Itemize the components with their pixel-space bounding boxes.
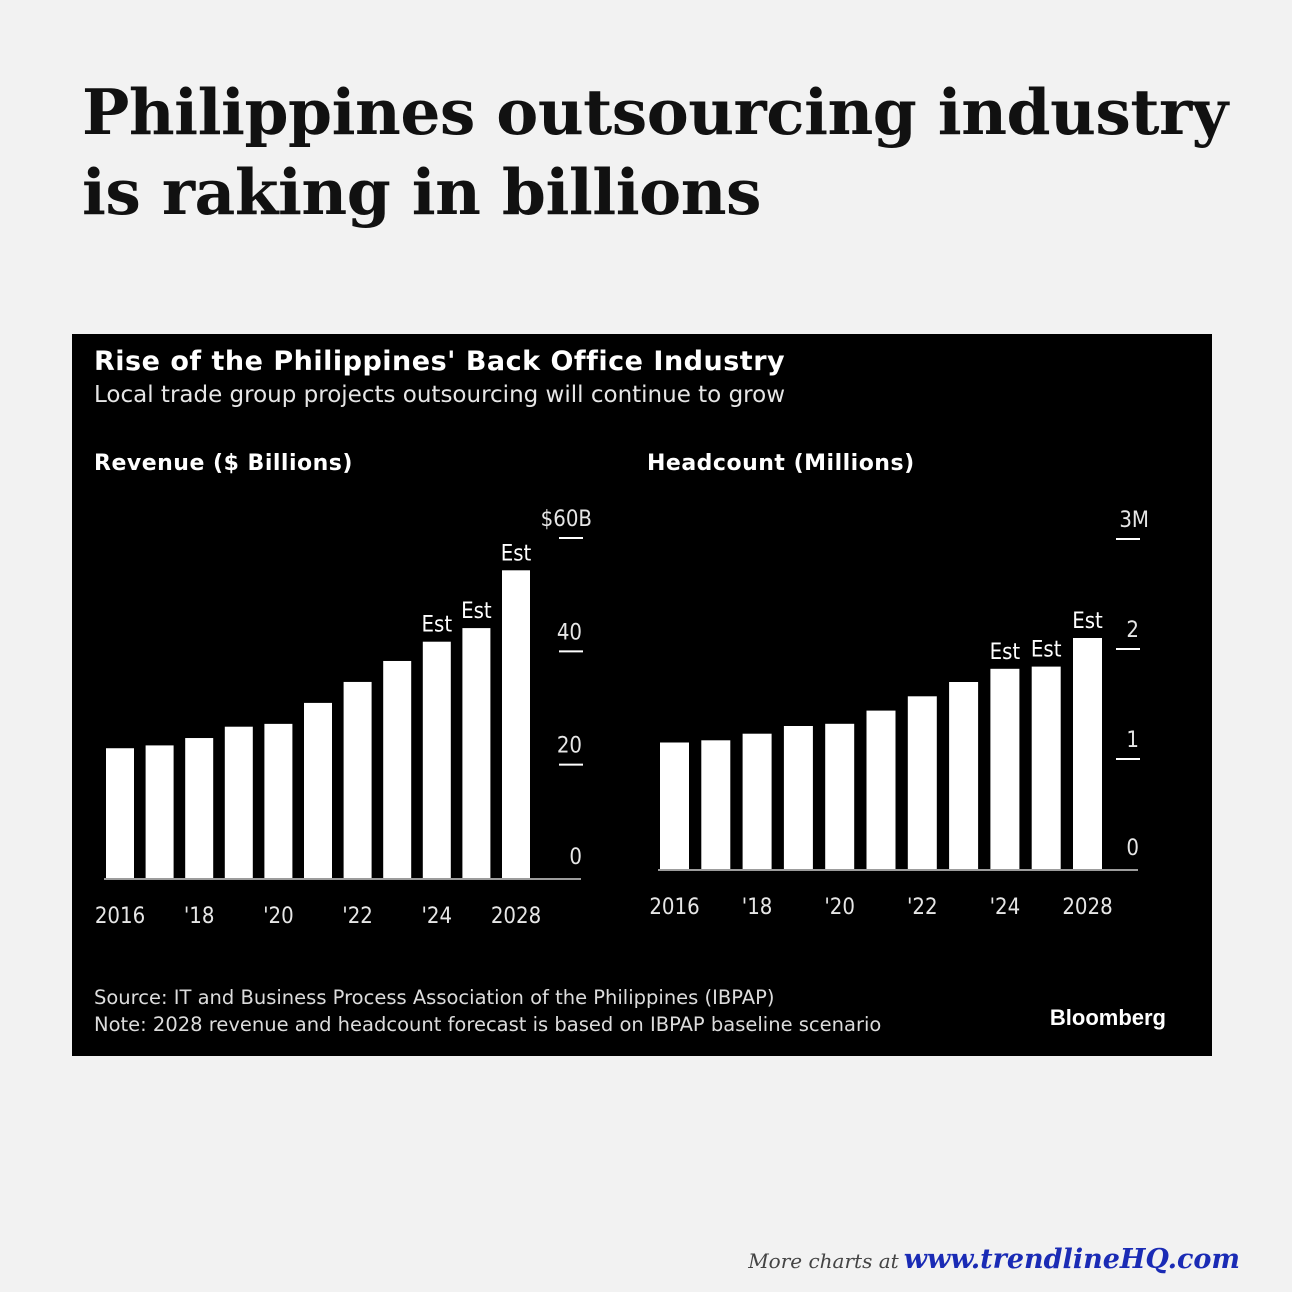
x-tick-label: 2028 <box>491 904 541 929</box>
bar-2024 <box>990 668 1020 869</box>
bar-2019 <box>224 726 253 878</box>
bar-2018 <box>185 738 214 878</box>
y-tick-label: 20 <box>557 734 582 759</box>
x-tick-label: '24 <box>990 895 1021 920</box>
note-text: Note: 2028 revenue and headcount forecas… <box>94 1013 882 1036</box>
bar-2028 <box>1073 638 1102 869</box>
footer-link[interactable]: www.trendlineHQ.com <box>903 1244 1240 1275</box>
revenue-chart-title: Revenue ($ Billions) <box>94 451 353 476</box>
source-text: Source: IT and Business Process Associat… <box>94 986 775 1009</box>
headcount-chart: Est Est Est 0 1 2 3M 2016 '18 '20 '22 '24 2028 <box>649 508 1149 920</box>
x-tick-label: '22 <box>907 895 938 920</box>
x-tick-label: '18 <box>184 904 215 929</box>
source-block: Source: IT and Business Process Associat… <box>94 984 881 1038</box>
bar-2024 <box>422 641 451 878</box>
est-label: Est <box>422 613 453 638</box>
bar-2016 <box>660 742 689 869</box>
est-label: Est <box>1072 609 1103 634</box>
chart-panel: Rise of the Philippines' Back Office Ind… <box>72 334 1212 1056</box>
bar-2023 <box>383 660 412 878</box>
x-tick-label: '20 <box>263 904 294 929</box>
bar-2022 <box>907 696 937 869</box>
y-tick-label: 0 <box>569 845 582 870</box>
revenue-chart: Est Est Est 0 20 40 $60B 2016 '18 '20 '22 '24 2028 <box>95 507 592 929</box>
y-tick-label: 40 <box>557 620 582 645</box>
est-label: Est <box>501 541 532 566</box>
y-tick-label: 1 <box>1126 728 1139 753</box>
panel-subtitle: Local trade group projects outsourcing w… <box>94 382 785 408</box>
bar-2028 <box>502 570 530 878</box>
y-tick-label: 3M <box>1119 508 1149 533</box>
est-label: Est <box>461 599 492 624</box>
y-tick-label: $60B <box>541 507 592 532</box>
bar-2025 <box>1031 666 1061 869</box>
footer-lead: More charts at <box>748 1249 899 1273</box>
x-tick-label: '20 <box>824 895 855 920</box>
x-tick-label: '18 <box>742 895 773 920</box>
bar-2020 <box>825 723 855 869</box>
bar-2021 <box>866 710 896 869</box>
x-tick-label: '22 <box>342 904 373 929</box>
est-label: Est <box>990 640 1021 665</box>
bar-2017 <box>701 740 731 869</box>
bar-2022 <box>343 681 372 878</box>
headline: Philippines outsourcing industry is raki… <box>82 75 1228 229</box>
bar-2020 <box>264 723 293 878</box>
bar-2018 <box>742 733 772 869</box>
bar-2019 <box>783 726 813 869</box>
y-tick-label: 2 <box>1126 618 1139 643</box>
est-label: Est <box>1031 638 1062 663</box>
y-tick-label: 0 <box>1126 836 1139 861</box>
bar-2021 <box>304 702 332 878</box>
bar-2025 <box>462 628 491 878</box>
panel-title: Rise of the Philippines' Back Office Ind… <box>94 346 786 377</box>
headcount-chart-title: Headcount (Millions) <box>647 451 915 476</box>
bloomberg-logo: Bloomberg <box>1049 1005 1166 1030</box>
x-tick-label: 2016 <box>95 904 145 929</box>
x-tick-label: '24 <box>421 904 452 929</box>
x-tick-label: 2016 <box>649 895 699 920</box>
footer: More charts at www.trendlineHQ.com <box>748 1244 1240 1275</box>
bar-2017 <box>145 745 174 878</box>
bar-2023 <box>949 682 979 869</box>
bar-2016 <box>106 748 134 878</box>
x-tick-label: 2028 <box>1062 895 1112 920</box>
